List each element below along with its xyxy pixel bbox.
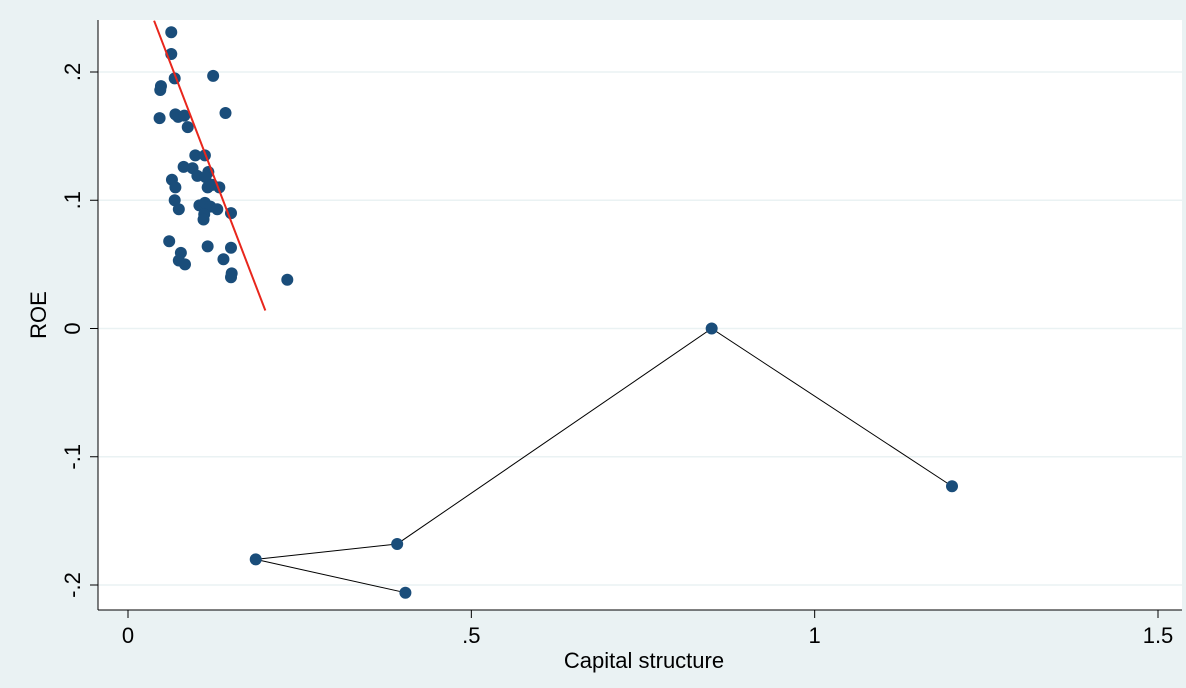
x-tick-label: 1 [809,623,821,648]
y-tick-label: .2 [60,63,85,81]
data-point [178,258,191,271]
data-point [168,194,181,207]
data-point [225,207,237,220]
data-point [201,240,214,253]
data-point [249,553,262,566]
data-point [154,83,167,96]
y-tick-label: -.2 [60,572,85,598]
x-tick-label: 1.5 [1143,623,1174,648]
data-point [391,537,404,550]
data-point [177,160,190,173]
data-point [281,273,294,286]
x-axis-title: Capital structure [564,648,724,673]
data-point [225,271,237,284]
fit-line [153,20,267,311]
data-point [178,109,191,122]
y-tick-label: .1 [60,191,85,209]
data-point [169,181,182,194]
data-point [219,107,232,120]
plot-area [98,20,1182,610]
x-tick-label: .5 [462,623,480,648]
x-tick-label: 0 [122,623,134,648]
data-point [217,253,230,266]
data-point [181,121,194,134]
data-point [163,235,176,248]
data-point [189,149,202,162]
data-point [199,171,212,184]
data-point [946,480,958,493]
gridlines [98,71,1182,586]
data-point [172,203,185,216]
data-point [165,26,178,39]
y-axis-title: ROE [26,291,51,339]
y-tick-label: -.1 [60,444,85,470]
y-axis-ticks: -.2 -.1 0 .1 .2 [60,63,98,598]
data-point [399,586,412,599]
x-axis-ticks: 0 .5 1 1.5 [122,610,1173,648]
data-point [153,112,166,125]
y-tick-label: 0 [60,322,85,334]
data-point [197,213,210,226]
data-point [211,203,224,216]
data-point [705,322,718,335]
data-point [207,69,220,82]
data-point [225,241,237,254]
